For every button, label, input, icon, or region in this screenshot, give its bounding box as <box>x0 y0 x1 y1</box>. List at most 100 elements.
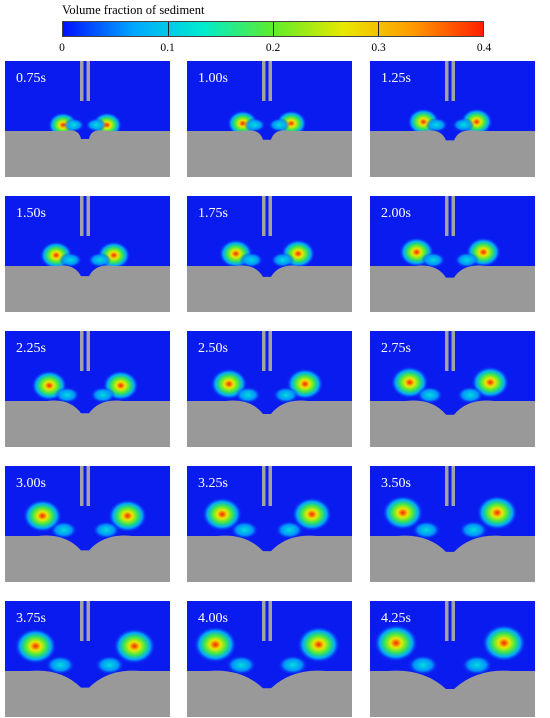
sediment-plume <box>456 386 484 404</box>
snapshot-panel: 3.50s <box>370 466 535 582</box>
sediment-plume <box>297 626 341 663</box>
sediment-bed <box>370 670 535 717</box>
panel-field <box>5 466 170 582</box>
jet-pipe-bore <box>83 331 87 371</box>
time-label: 2.50s <box>198 341 228 356</box>
panel-field <box>187 331 352 447</box>
panel-field <box>370 196 535 312</box>
time-label: 3.50s <box>381 476 411 491</box>
sediment-plume <box>50 521 78 539</box>
sediment-plume <box>407 655 439 675</box>
sediment-plume <box>425 117 448 133</box>
time-label: 3.75s <box>16 611 46 626</box>
sediment-plume <box>421 252 446 268</box>
sediment-plume <box>54 386 80 404</box>
snapshot-panel: 2.50s <box>187 331 352 447</box>
sediment-plume <box>277 655 308 675</box>
time-label: 2.00s <box>381 206 411 221</box>
time-label: 1.50s <box>16 206 46 221</box>
jet-pipe-bore <box>265 61 269 101</box>
snapshot-panel: 2.75s <box>370 331 535 447</box>
colorbar-tick-label: 0.2 <box>265 42 281 54</box>
sediment-plume <box>235 386 261 404</box>
time-label: 0.75s <box>16 71 46 86</box>
sediment-plume <box>291 497 332 532</box>
sediment-plume <box>412 520 441 540</box>
sediment-plume <box>268 118 290 132</box>
panel-field <box>5 196 170 312</box>
jet-pipe-bore <box>83 61 87 101</box>
snapshot-panel: 0.75s <box>5 61 170 177</box>
sediment-plume <box>90 386 116 404</box>
sediment-plume <box>476 495 518 531</box>
time-label: 1.75s <box>198 206 228 221</box>
panel-field <box>187 466 352 582</box>
sediment-bed <box>187 400 352 447</box>
sediment-plume <box>63 118 85 132</box>
time-label: 2.75s <box>381 341 411 356</box>
sediment-bed <box>370 400 535 447</box>
colorbar-tick-label: 0.3 <box>371 42 386 54</box>
colorbar-tick-mark <box>273 22 274 36</box>
sediment-plume <box>459 520 488 540</box>
jet-pipe-bore <box>448 61 452 101</box>
sediment-plume <box>374 624 418 662</box>
panel-field <box>187 196 352 312</box>
panel-field <box>5 601 170 717</box>
sediment-bed <box>187 670 352 717</box>
sediment-plume <box>226 655 257 675</box>
sediment-plume <box>14 628 57 664</box>
sediment-plume <box>230 521 259 539</box>
jet-pipe-bore <box>83 196 87 236</box>
sediment-bed <box>5 265 170 312</box>
sediment-plume <box>85 118 107 132</box>
sediment-plume <box>452 117 475 133</box>
jet-pipe-bore <box>265 196 269 236</box>
sediment-bed <box>5 670 170 717</box>
sediment-plume <box>45 655 75 675</box>
sediment-plume <box>92 521 120 539</box>
colorbar-tick-label: 0 <box>59 42 65 54</box>
colorbar <box>62 21 484 37</box>
snapshot-panel: 3.75s <box>5 601 170 717</box>
panel-field <box>370 61 535 177</box>
sediment-bed <box>370 535 535 582</box>
sediment-bed <box>370 265 535 312</box>
colorbar-tick-mark <box>378 22 379 36</box>
sediment-plume <box>461 655 493 675</box>
jet-pipe-bore <box>448 196 452 236</box>
sediment-plume <box>382 495 424 531</box>
jet-pipe-bore <box>265 466 269 506</box>
sediment-bed <box>5 130 170 177</box>
time-label: 1.00s <box>198 71 228 86</box>
snapshot-panel: 2.25s <box>5 331 170 447</box>
colorbar-tick-label: 0.1 <box>160 42 175 54</box>
jet-pipe-bore <box>265 331 269 371</box>
jet-pipe-bore <box>265 601 269 641</box>
panel-field <box>5 331 170 447</box>
jet-pipe-bore <box>448 466 452 506</box>
sediment-bed <box>187 535 352 582</box>
jet-pipe-bore <box>448 601 452 641</box>
snapshot-panel: 2.00s <box>370 196 535 312</box>
colorbar-tick-label: 0.4 <box>476 42 492 54</box>
sediment-plume <box>244 118 266 132</box>
panel-field <box>187 61 352 177</box>
snapshot-panel: 4.25s <box>370 601 535 717</box>
snapshot-panel: 4.00s <box>187 601 352 717</box>
time-label: 4.00s <box>198 611 228 626</box>
jet-pipe-bore <box>448 331 452 371</box>
sediment-plume <box>275 521 304 539</box>
time-label: 1.25s <box>381 71 411 86</box>
snapshot-panel: 1.75s <box>187 196 352 312</box>
sediment-bed <box>187 130 352 177</box>
sediment-plume <box>193 626 237 663</box>
snapshot-panel: 3.25s <box>187 466 352 582</box>
sediment-bed <box>5 400 170 447</box>
time-label: 3.00s <box>16 476 46 491</box>
panel-field <box>187 601 352 717</box>
sediment-plume <box>454 252 479 268</box>
sediment-plume <box>108 499 148 533</box>
sediment-plume <box>482 624 526 662</box>
